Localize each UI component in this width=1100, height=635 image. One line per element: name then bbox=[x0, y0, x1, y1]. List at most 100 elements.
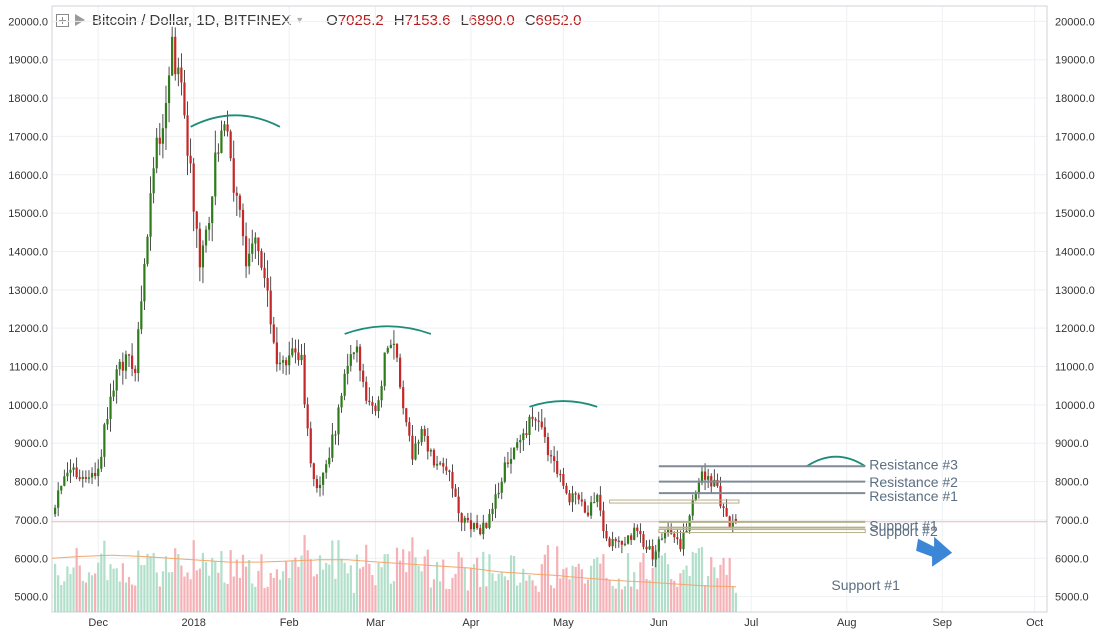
volume-bar bbox=[81, 580, 84, 612]
candle-body bbox=[134, 368, 137, 374]
candle-body bbox=[106, 418, 109, 425]
volume-bar bbox=[226, 584, 229, 612]
volume-bar bbox=[700, 547, 704, 612]
y-tick-label-left: 15000.0 bbox=[8, 208, 48, 220]
candle-body bbox=[722, 506, 725, 509]
volume-bar bbox=[553, 588, 556, 612]
candle-body bbox=[60, 485, 63, 491]
volume-bar bbox=[321, 569, 325, 612]
volume-bar bbox=[146, 553, 149, 612]
volume-bar bbox=[596, 557, 599, 612]
volume-bar bbox=[673, 580, 676, 612]
candle-body bbox=[633, 527, 636, 540]
volume-bar bbox=[565, 567, 568, 612]
y-tick-label-left: 10000.0 bbox=[8, 400, 48, 412]
volume-bar bbox=[269, 573, 272, 612]
volume-bar bbox=[300, 555, 303, 612]
ohlc-value: 7153.6 bbox=[404, 11, 451, 29]
volume-bar bbox=[137, 550, 140, 612]
support-label: Support #1 bbox=[831, 577, 900, 593]
volume-bar bbox=[466, 590, 469, 612]
candles bbox=[53, 26, 737, 568]
volume-bars bbox=[53, 535, 737, 612]
candle-body bbox=[171, 36, 174, 76]
candle-body bbox=[371, 402, 374, 406]
candle-body bbox=[731, 522, 734, 527]
plot-border bbox=[51, 5, 1048, 613]
volume-bar bbox=[472, 564, 476, 612]
candle-body bbox=[549, 455, 553, 457]
candle-body bbox=[660, 538, 664, 540]
volume-bar bbox=[670, 579, 673, 612]
volume-bar bbox=[586, 579, 590, 612]
candle-body bbox=[479, 528, 482, 535]
candle-body bbox=[589, 502, 593, 516]
ohlc-key: C bbox=[524, 11, 536, 29]
volume-bar bbox=[349, 565, 352, 612]
candle-body bbox=[161, 128, 165, 144]
candle-body bbox=[460, 513, 463, 523]
candle-body bbox=[374, 405, 377, 412]
candle-body bbox=[195, 211, 198, 229]
candle-body bbox=[626, 535, 630, 544]
flag-icon[interactable] bbox=[75, 14, 85, 26]
volume-bar bbox=[642, 552, 645, 612]
plus-box-icon[interactable] bbox=[56, 13, 69, 27]
candle-body bbox=[315, 479, 319, 489]
volume-bar bbox=[223, 582, 226, 612]
candle-body bbox=[87, 477, 91, 479]
volume-bar bbox=[414, 557, 417, 612]
volume-bar bbox=[442, 559, 445, 612]
volume-bar bbox=[109, 564, 112, 612]
ohlc-key: H bbox=[393, 11, 405, 29]
candle-body bbox=[226, 124, 229, 132]
volume-bar bbox=[531, 580, 534, 612]
volume-bar bbox=[164, 556, 168, 612]
volume-bar bbox=[512, 555, 516, 612]
volume-bar bbox=[599, 563, 602, 612]
candle-body bbox=[602, 510, 605, 532]
candle-body bbox=[571, 493, 574, 503]
volume-bar bbox=[525, 580, 528, 612]
volume-bar bbox=[636, 589, 639, 612]
volume-bar bbox=[710, 557, 713, 612]
y-tick-label-right: 6000.0 bbox=[1055, 553, 1089, 565]
volume-bar bbox=[534, 585, 537, 612]
candle-body bbox=[623, 543, 627, 545]
y-tick-label-right: 12000.0 bbox=[1055, 323, 1095, 335]
volume-bar bbox=[485, 586, 488, 612]
candle-body bbox=[697, 482, 701, 494]
candle-body bbox=[673, 533, 676, 538]
candle-body bbox=[269, 290, 272, 325]
volume-bar bbox=[158, 586, 161, 612]
candle-body bbox=[143, 263, 146, 302]
candle-body bbox=[69, 469, 72, 473]
candle-body bbox=[482, 522, 485, 535]
x-tick-label: Apr bbox=[462, 617, 479, 629]
volume-bar bbox=[57, 575, 60, 612]
top-arc bbox=[806, 455, 866, 468]
y-tick-label-right: 7000.0 bbox=[1055, 515, 1089, 527]
candle-body bbox=[331, 434, 334, 458]
candle-body bbox=[580, 499, 583, 502]
candle-body bbox=[260, 251, 263, 268]
volume-bar bbox=[605, 577, 608, 612]
candle-body bbox=[180, 67, 183, 83]
volume-bar bbox=[574, 566, 577, 612]
volume-bar bbox=[546, 545, 550, 612]
candle-body bbox=[244, 236, 248, 267]
volume-bar bbox=[346, 573, 349, 612]
y-tick-label-right: 10000.0 bbox=[1055, 400, 1095, 412]
volume-bar bbox=[491, 573, 494, 612]
volume-bar bbox=[506, 579, 510, 612]
candle-body bbox=[238, 195, 242, 210]
volume-bar bbox=[488, 554, 491, 612]
ohlc-value: 7025.2 bbox=[337, 11, 384, 29]
caret-down-icon[interactable]: ▼ bbox=[295, 15, 305, 25]
x-tick-label: 2018 bbox=[181, 617, 205, 629]
ohlc-value: 6952.0 bbox=[535, 11, 582, 29]
volume-bar bbox=[645, 578, 648, 612]
candle-body bbox=[109, 396, 112, 419]
candle-body bbox=[639, 530, 642, 535]
